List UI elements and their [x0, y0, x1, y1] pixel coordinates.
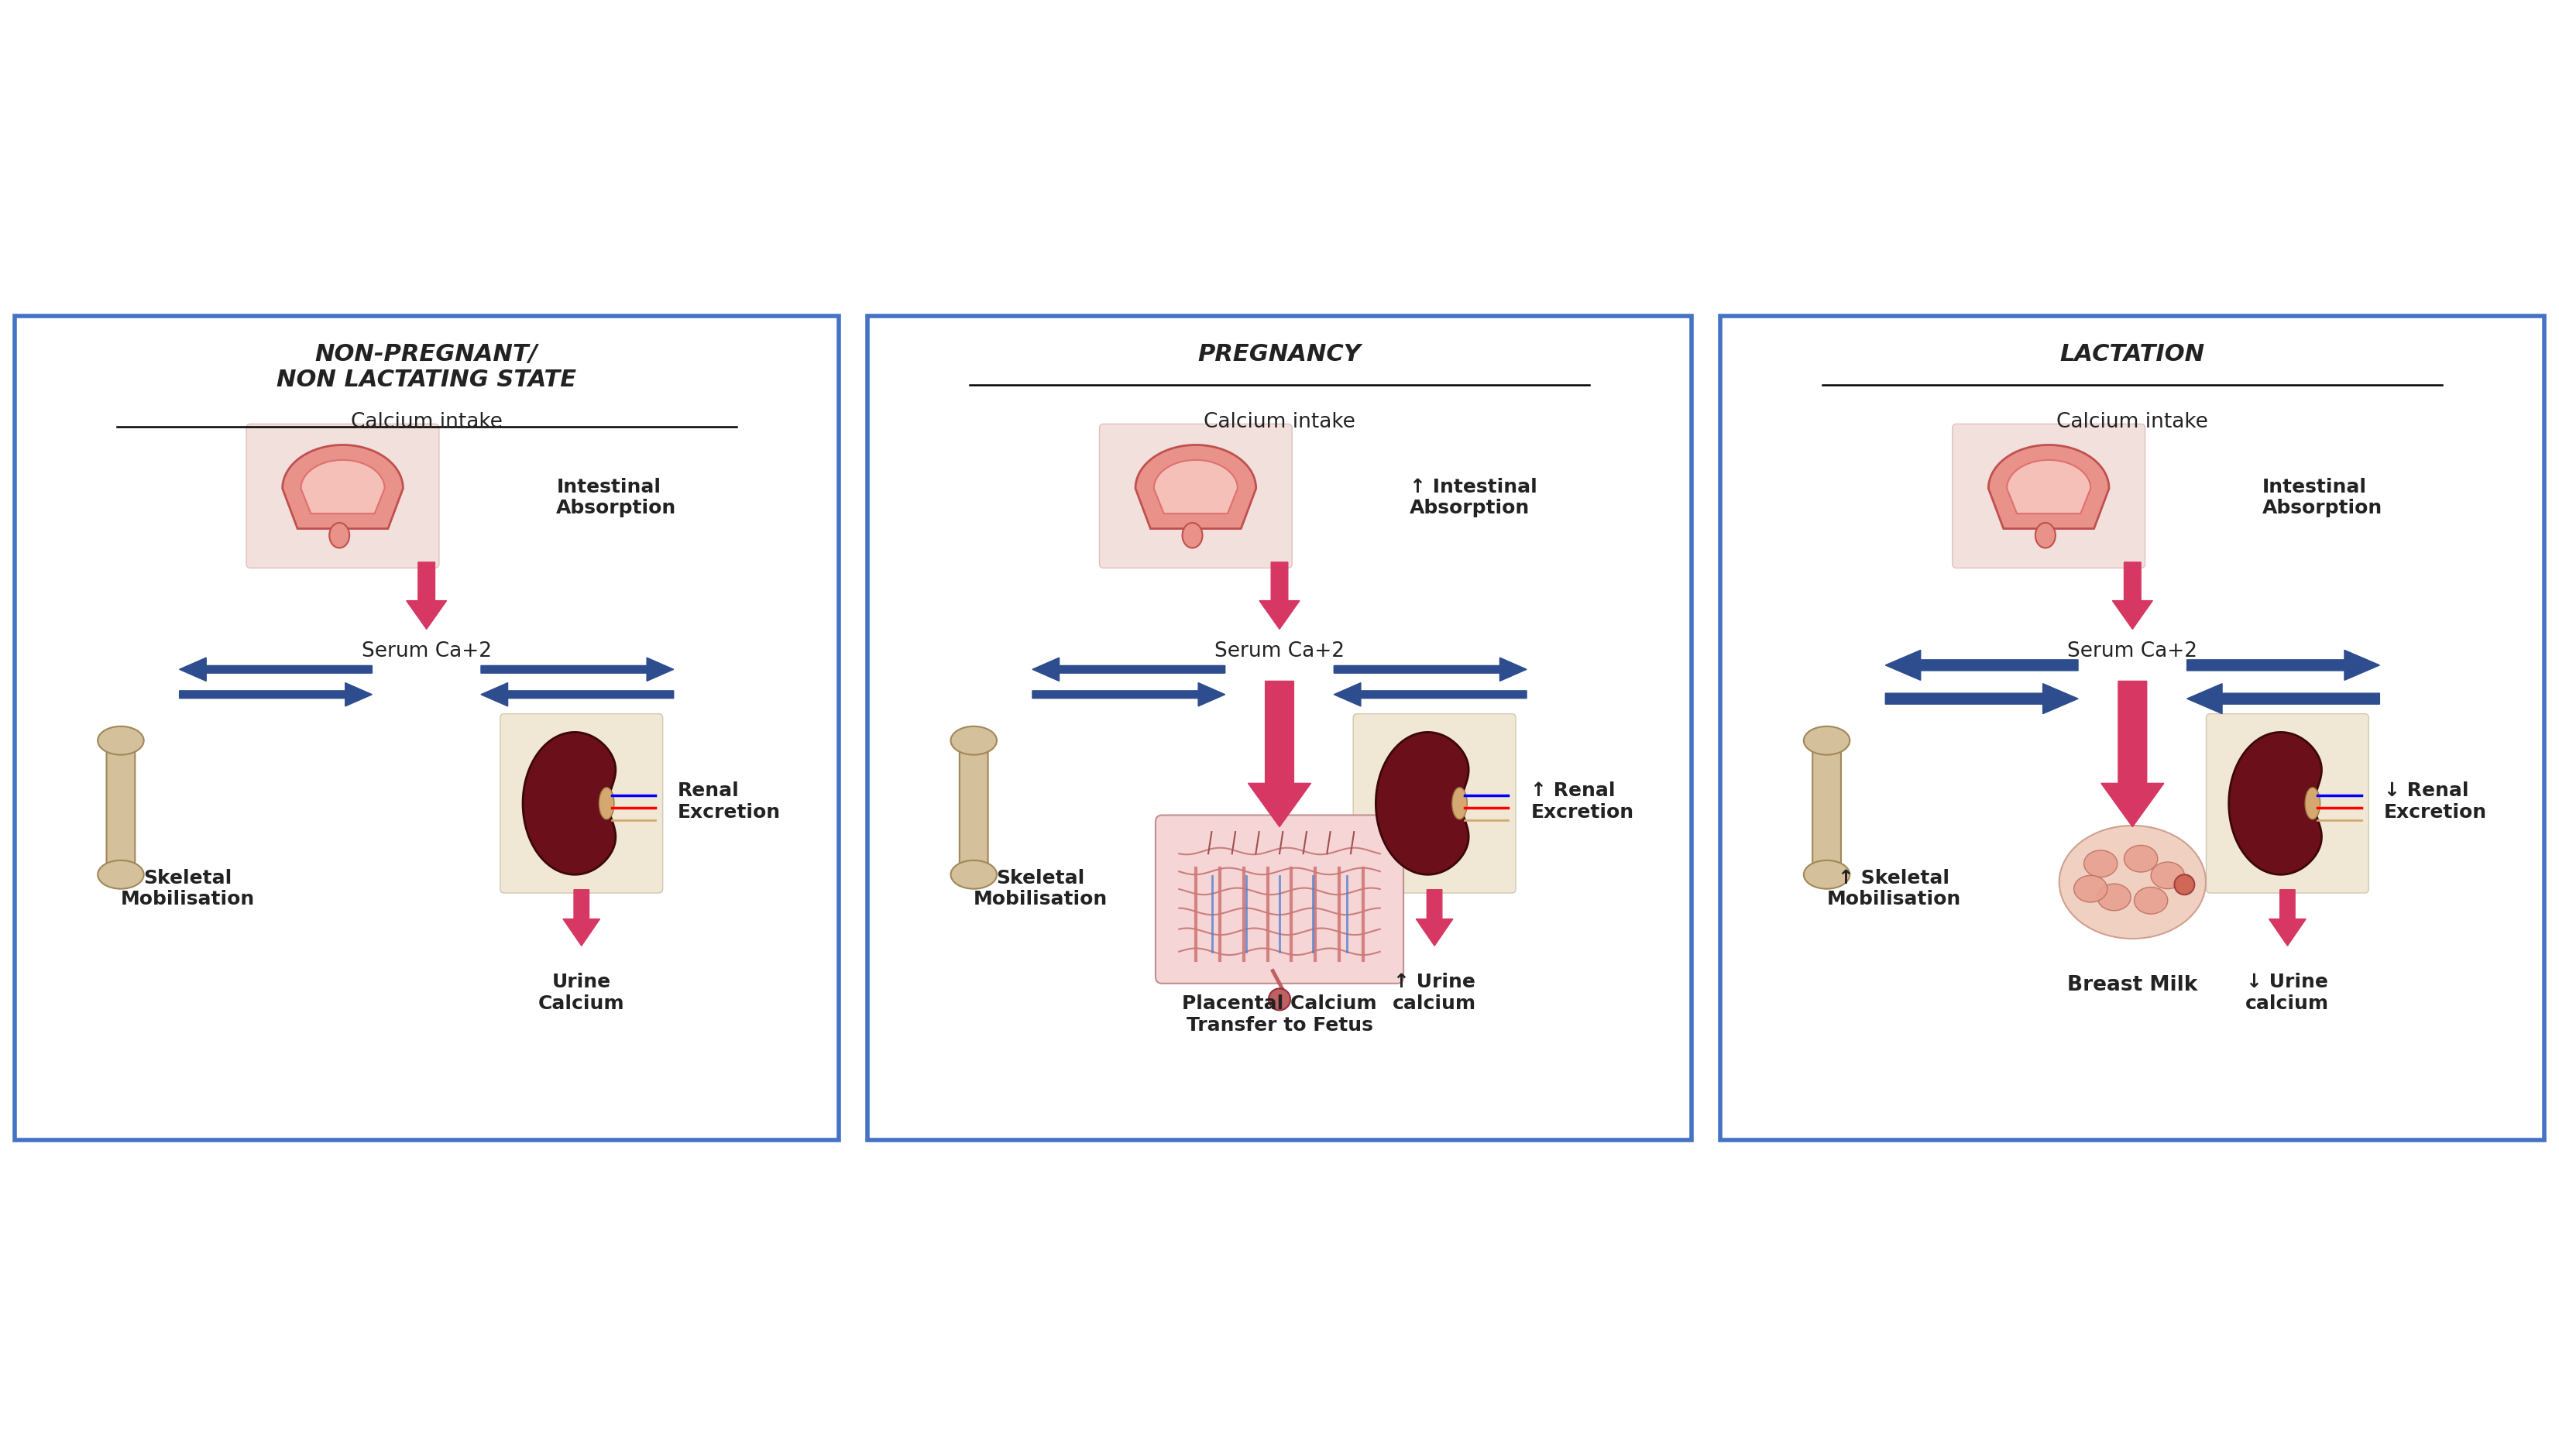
- Ellipse shape: [599, 788, 614, 820]
- Text: PREGNANCY: PREGNANCY: [1198, 342, 1361, 365]
- Polygon shape: [281, 446, 404, 529]
- Polygon shape: [1154, 460, 1239, 514]
- Text: Urine
Calcium: Urine Calcium: [537, 973, 624, 1013]
- FancyBboxPatch shape: [1100, 424, 1292, 568]
- Ellipse shape: [2083, 850, 2116, 877]
- FancyArrow shape: [2270, 890, 2306, 946]
- Ellipse shape: [2124, 846, 2157, 872]
- Ellipse shape: [2134, 887, 2167, 914]
- FancyBboxPatch shape: [960, 731, 988, 885]
- Text: Serum Ca+2: Serum Ca+2: [1216, 641, 1343, 661]
- Polygon shape: [1988, 446, 2109, 529]
- Text: Breast Milk: Breast Milk: [2068, 976, 2198, 996]
- Text: LACTATION: LACTATION: [2060, 342, 2206, 365]
- Ellipse shape: [1804, 727, 1850, 754]
- Polygon shape: [1136, 446, 1256, 529]
- FancyBboxPatch shape: [1354, 713, 1515, 893]
- FancyArrow shape: [1333, 658, 1528, 681]
- FancyArrow shape: [1886, 649, 2078, 680]
- FancyArrow shape: [1333, 683, 1528, 706]
- Text: ↑ Skeletal
Mobilisation: ↑ Skeletal Mobilisation: [1827, 869, 1960, 909]
- FancyArrow shape: [2111, 562, 2152, 629]
- FancyArrow shape: [407, 562, 448, 629]
- Polygon shape: [1377, 732, 1469, 875]
- Text: ↑ Intestinal
Absorption: ↑ Intestinal Absorption: [1410, 478, 1538, 518]
- Ellipse shape: [97, 860, 143, 888]
- Ellipse shape: [952, 727, 998, 754]
- FancyBboxPatch shape: [1720, 316, 2544, 1140]
- FancyArrow shape: [1031, 683, 1226, 706]
- Ellipse shape: [2073, 875, 2109, 903]
- FancyArrow shape: [563, 890, 599, 946]
- FancyBboxPatch shape: [2206, 713, 2370, 893]
- Polygon shape: [2006, 460, 2091, 514]
- Text: ↓ Urine
calcium: ↓ Urine calcium: [2247, 973, 2329, 1013]
- Ellipse shape: [2306, 788, 2321, 820]
- Circle shape: [2175, 875, 2196, 894]
- Polygon shape: [302, 460, 384, 514]
- Text: Calcium intake: Calcium intake: [2057, 412, 2208, 432]
- FancyArrow shape: [2188, 684, 2380, 713]
- FancyArrow shape: [1259, 562, 1300, 629]
- Ellipse shape: [2034, 523, 2055, 547]
- Text: Intestinal
Absorption: Intestinal Absorption: [555, 478, 676, 518]
- FancyBboxPatch shape: [868, 316, 1691, 1140]
- Text: ↑ Urine
calcium: ↑ Urine calcium: [1392, 973, 1477, 1013]
- FancyArrow shape: [1249, 681, 1310, 827]
- FancyArrow shape: [481, 658, 673, 681]
- FancyBboxPatch shape: [107, 731, 136, 885]
- Ellipse shape: [1182, 523, 1203, 547]
- FancyBboxPatch shape: [1157, 815, 1402, 983]
- Polygon shape: [2229, 732, 2321, 875]
- FancyBboxPatch shape: [1953, 424, 2144, 568]
- Text: Skeletal
Mobilisation: Skeletal Mobilisation: [972, 869, 1108, 909]
- FancyArrow shape: [1415, 890, 1454, 946]
- FancyArrow shape: [481, 683, 673, 706]
- FancyArrow shape: [179, 683, 371, 706]
- Polygon shape: [522, 732, 617, 875]
- Text: ↑ Renal
Excretion: ↑ Renal Excretion: [1530, 782, 1633, 821]
- FancyArrow shape: [1031, 658, 1226, 681]
- Ellipse shape: [1804, 860, 1850, 888]
- FancyBboxPatch shape: [1812, 731, 1840, 885]
- Text: ↓ Renal
Excretion: ↓ Renal Excretion: [2385, 782, 2487, 821]
- Text: Calcium intake: Calcium intake: [1203, 412, 1356, 432]
- Circle shape: [1269, 989, 1290, 1010]
- FancyArrow shape: [2101, 681, 2165, 827]
- Text: Calcium intake: Calcium intake: [351, 412, 502, 432]
- FancyArrow shape: [1886, 684, 2078, 713]
- Ellipse shape: [2152, 862, 2185, 888]
- FancyArrow shape: [2188, 649, 2380, 680]
- Ellipse shape: [97, 727, 143, 754]
- Text: Serum Ca+2: Serum Ca+2: [2068, 641, 2198, 661]
- FancyBboxPatch shape: [246, 424, 440, 568]
- Ellipse shape: [2098, 884, 2132, 910]
- Text: Renal
Excretion: Renal Excretion: [678, 782, 780, 821]
- Text: NON-PREGNANT/
NON LACTATING STATE: NON-PREGNANT/ NON LACTATING STATE: [276, 342, 576, 392]
- Ellipse shape: [330, 523, 351, 547]
- Text: Placental Calcium
Transfer to Fetus: Placental Calcium Transfer to Fetus: [1182, 994, 1377, 1034]
- FancyBboxPatch shape: [15, 316, 839, 1140]
- FancyArrow shape: [179, 658, 371, 681]
- Ellipse shape: [1451, 788, 1466, 820]
- Ellipse shape: [2060, 826, 2206, 939]
- Ellipse shape: [952, 860, 998, 888]
- FancyBboxPatch shape: [499, 713, 663, 893]
- Text: Serum Ca+2: Serum Ca+2: [361, 641, 491, 661]
- Text: Skeletal
Mobilisation: Skeletal Mobilisation: [120, 869, 256, 909]
- Text: Intestinal
Absorption: Intestinal Absorption: [2262, 478, 2382, 518]
